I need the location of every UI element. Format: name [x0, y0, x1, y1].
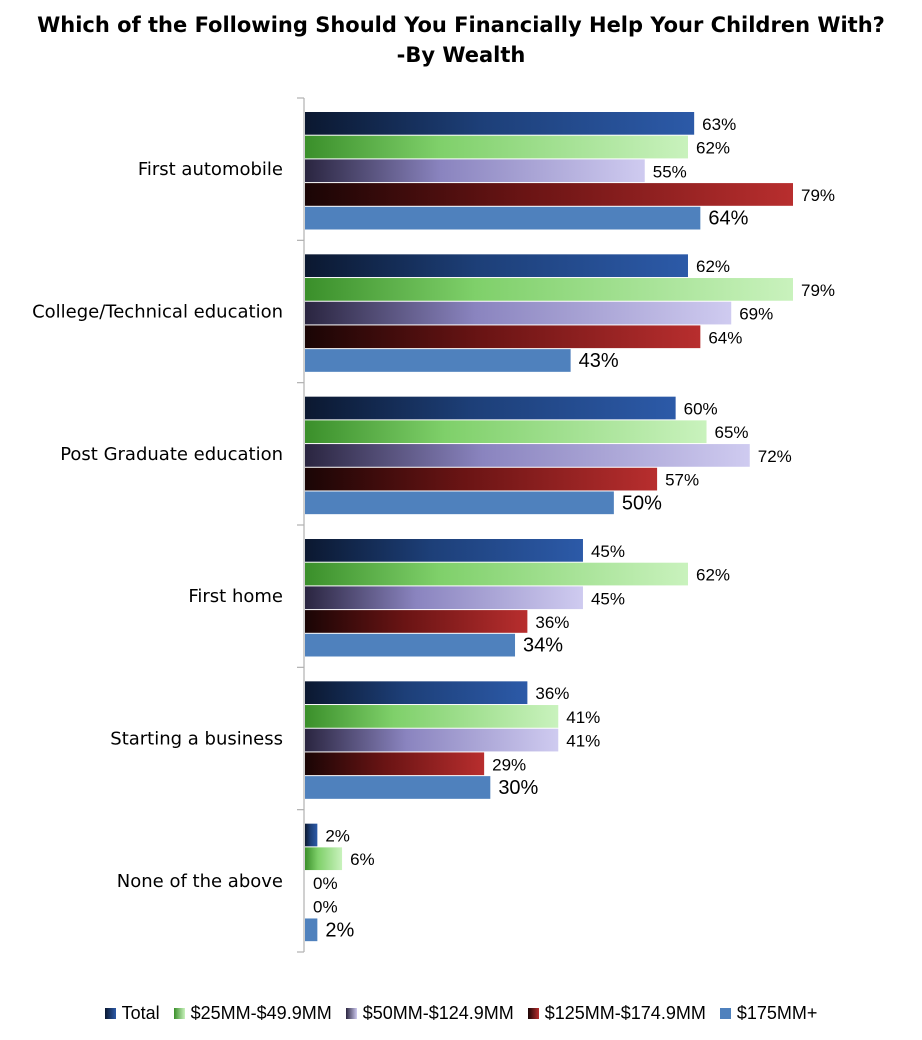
- bar-first-home-series-0: [305, 539, 583, 562]
- legend-swatch-total: [104, 1007, 116, 1019]
- bar-first-home-series-1: [305, 562, 688, 586]
- legend-item-175mm: $175MM+: [719, 1002, 818, 1024]
- legend-label-50mm: $50MM-$124.9MM: [362, 1002, 514, 1023]
- category-label-first-home: First home: [188, 586, 283, 607]
- bar-first-automobile-series-1: [305, 135, 688, 159]
- data-label-none-of-the-above-series-0: 2%: [325, 827, 350, 846]
- bar-starting-a-business-series-0: [305, 681, 528, 705]
- bar-none-of-the-above-series-0: [305, 823, 318, 847]
- data-label-first-home-series-2: 45%: [591, 589, 625, 608]
- bar-first-automobile-series-4: [305, 206, 701, 230]
- data-label-starting-a-business-series-0: 36%: [535, 684, 569, 703]
- bar-chart: 63% 62% 55% 79% 64% 62% 79% 69% 64% 43% 60% 65% 72% 5…: [32, 97, 835, 953]
- legend-item-25mm: $25MM-$49.9MM: [173, 1002, 332, 1024]
- data-label-first-automobile-series-2: 55%: [653, 162, 687, 181]
- bar-post-graduate-education-series-3: [305, 467, 658, 491]
- bar-college-technical-education-series-3: [305, 325, 701, 349]
- legend-label-total: Total: [121, 1002, 160, 1023]
- bar-college-technical-education-series-0: [305, 254, 688, 278]
- data-label-college-technical-education-series-0: 62%: [696, 257, 730, 276]
- bar-post-graduate-education-series-1: [305, 420, 707, 444]
- data-label-first-automobile-series-3: 79%: [801, 186, 835, 205]
- legend-label-25mm: $25MM-$49.9MM: [190, 1002, 332, 1023]
- data-label-college-technical-education-series-3: 64%: [708, 328, 742, 347]
- category-label-starting-a-business: Starting a business: [110, 729, 283, 750]
- data-label-college-technical-education-series-2: 69%: [739, 305, 773, 324]
- chart-title-line1: Which of the Following Should You Financ…: [37, 13, 885, 37]
- bar-first-automobile-series-3: [305, 183, 793, 206]
- data-label-post-graduate-education-series-2: 72%: [758, 447, 792, 466]
- bar-none-of-the-above-series-4: [305, 918, 318, 942]
- chart-legend: Total $25MM-$49.9MM $50MM-$124.9MM $125M…: [0, 1000, 922, 1026]
- bar-college-technical-education-series-4: [305, 349, 571, 372]
- data-label-starting-a-business-series-1: 41%: [566, 708, 600, 727]
- chart-title: Which of the Following Should You Financ…: [0, 10, 922, 70]
- bar-post-graduate-education-series-0: [305, 396, 676, 420]
- legend-label-125mm: $125MM-$174.9MM: [544, 1002, 706, 1023]
- data-label-college-technical-education-series-1: 79%: [801, 281, 835, 300]
- data-label-none-of-the-above-series-3: 0%: [313, 898, 338, 917]
- bar-college-technical-education-series-1: [305, 278, 793, 301]
- data-label-first-automobile-series-0: 63%: [702, 115, 736, 134]
- data-label-first-automobile-series-1: 62%: [696, 139, 730, 158]
- bar-first-automobile-series-2: [305, 159, 645, 183]
- legend-swatch-175mm: [719, 1007, 731, 1019]
- legend-item-125mm: $125MM-$174.9MM: [527, 1002, 706, 1024]
- data-label-starting-a-business-series-3: 29%: [492, 755, 526, 774]
- legend-label-175mm: $175MM+: [736, 1002, 818, 1023]
- legend-item-total: Total: [104, 1002, 160, 1024]
- data-label-first-home-series-3: 36%: [535, 613, 569, 632]
- data-label-post-graduate-education-series-4: 50%: [622, 492, 662, 514]
- bar-none-of-the-above-series-1: [305, 847, 343, 871]
- category-label-first-automobile: First automobile: [138, 159, 283, 180]
- data-label-starting-a-business-series-2: 41%: [566, 732, 600, 751]
- bar-college-technical-education-series-2: [305, 301, 732, 325]
- bar-starting-a-business-series-3: [305, 752, 485, 776]
- legend-swatch-50mm: [345, 1007, 357, 1019]
- data-label-post-graduate-education-series-0: 60%: [684, 400, 718, 419]
- bar-first-home-series-2: [305, 586, 583, 610]
- data-label-college-technical-education-series-4: 43%: [579, 350, 619, 372]
- legend-swatch-125mm: [527, 1007, 539, 1019]
- category-label-none-of-the-above: None of the above: [117, 871, 283, 892]
- legend-item-50mm: $50MM-$124.9MM: [345, 1002, 514, 1024]
- data-label-post-graduate-education-series-1: 65%: [715, 423, 749, 442]
- data-label-first-home-series-4: 34%: [523, 635, 563, 657]
- bar-first-home-series-4: [305, 633, 516, 657]
- category-label-post-graduate-education: Post Graduate education: [60, 444, 283, 465]
- bar-post-graduate-education-series-4: [305, 491, 614, 515]
- chart-title-line2: -By Wealth: [396, 43, 526, 67]
- bar-first-automobile-series-0: [305, 112, 695, 135]
- bar-first-home-series-3: [305, 610, 528, 633]
- data-label-first-home-series-1: 62%: [696, 566, 730, 585]
- bar-starting-a-business-series-4: [305, 776, 491, 799]
- data-label-none-of-the-above-series-1: 6%: [350, 850, 375, 869]
- data-label-first-automobile-series-4: 64%: [708, 208, 748, 230]
- bar-post-graduate-education-series-2: [305, 444, 750, 467]
- bar-starting-a-business-series-1: [305, 705, 559, 728]
- legend-swatch-25mm: [173, 1007, 185, 1019]
- data-label-none-of-the-above-series-2: 0%: [313, 874, 338, 893]
- category-label-college-technical-education: College/Technical education: [32, 302, 283, 323]
- bar-starting-a-business-series-2: [305, 728, 559, 752]
- data-label-post-graduate-education-series-3: 57%: [665, 471, 699, 490]
- data-label-first-home-series-0: 45%: [591, 542, 625, 561]
- data-label-none-of-the-above-series-4: 2%: [325, 919, 354, 941]
- data-label-starting-a-business-series-4: 30%: [498, 777, 538, 799]
